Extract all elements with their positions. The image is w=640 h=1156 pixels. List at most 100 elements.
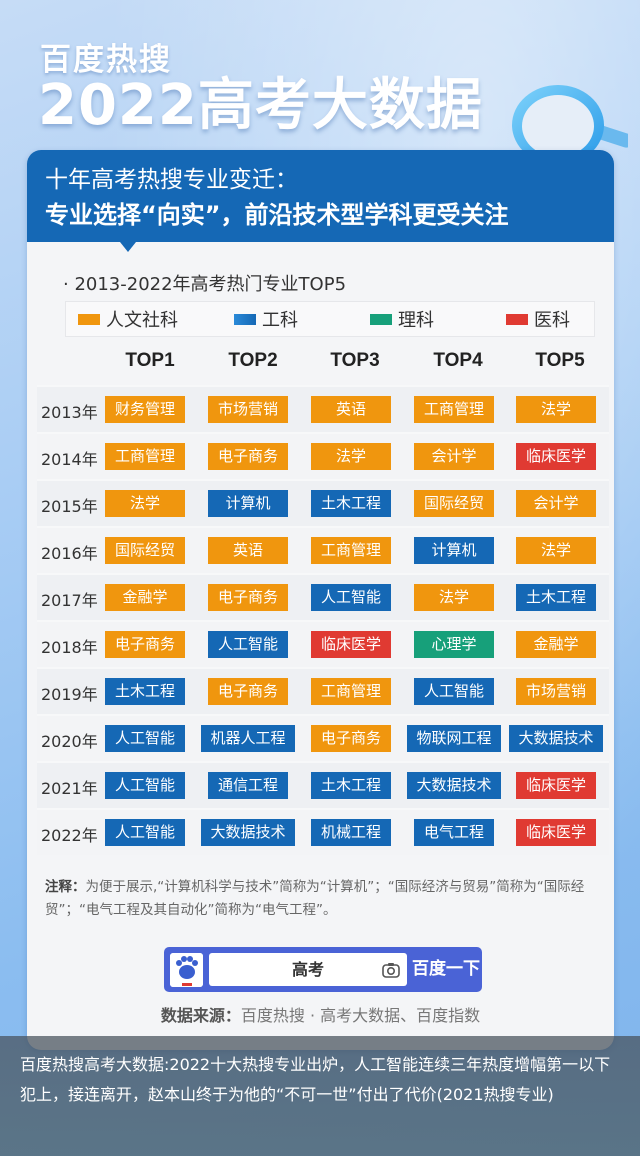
column-header: TOP5	[535, 350, 585, 371]
legend: 人文社科 工科 理科 医科	[65, 301, 595, 337]
footnote: 注释：为便于展示,“计算机科学与技术”简称为“计算机”；“国际经济与贸易”简称为…	[45, 876, 605, 922]
major-tag: 电子商务	[105, 631, 185, 658]
major-tag: 工商管理	[311, 678, 391, 705]
major-tag: 英语	[311, 396, 391, 423]
camera-icon[interactable]	[381, 960, 401, 980]
major-tag: 市场营销	[516, 678, 596, 705]
major-tag: 人工智能	[208, 631, 288, 658]
row-year: 2015年	[41, 497, 98, 516]
row-year: 2017年	[41, 591, 98, 610]
major-tag: 市场营销	[208, 396, 288, 423]
row-year: 2020年	[41, 732, 98, 751]
brand-title: 百度热搜	[40, 42, 172, 78]
legend-item-engineering: 工科	[234, 306, 298, 332]
major-tag: 会计学	[516, 490, 596, 517]
table-row: 2021年 人工智能 通信工程 土木工程 大数据技术 临床医学	[37, 761, 609, 808]
search-input[interactable]: 高考	[209, 953, 407, 986]
legend-item-medicine: 医科	[506, 306, 570, 332]
major-tag: 电气工程	[414, 819, 494, 846]
major-tag: 法学	[516, 396, 596, 423]
card-headline: 专业选择“向实”，前沿技术型学科更受关注	[45, 201, 509, 229]
legend-swatch	[234, 313, 256, 325]
data-source: 数据来源：百度热搜 · 高考大数据、百度指数	[27, 1002, 614, 1026]
major-tag: 计算机	[414, 537, 494, 564]
major-tag: 人工智能	[105, 819, 185, 846]
major-tag: 临床医学	[311, 631, 391, 658]
row-year: 2021年	[41, 779, 98, 798]
major-tag: 机器人工程	[201, 725, 295, 752]
table-row: 2017年 金融学 电子商务 人工智能 法学 土木工程	[37, 573, 609, 620]
major-tag: 电子商务	[208, 678, 288, 705]
table-row: 2016年 国际经贸 英语 工商管理 计算机 法学	[37, 526, 609, 573]
magnifier-icon	[512, 85, 628, 165]
data-source-label: 数据来源：	[160, 1006, 241, 1025]
card-title: 十年高考热搜专业变迁：	[45, 167, 298, 193]
major-tag: 金融学	[105, 584, 185, 611]
caption-overlay	[0, 1036, 640, 1156]
major-tag: 金融学	[516, 631, 596, 658]
column-header: TOP1	[125, 350, 175, 371]
major-tag: 人工智能	[105, 772, 185, 799]
column-header: TOP3	[330, 350, 380, 371]
major-tag: 土木工程	[105, 678, 185, 705]
major-tag: 国际经贸	[414, 490, 494, 517]
row-year: 2019年	[41, 685, 98, 704]
major-tag: 人工智能	[311, 584, 391, 611]
major-tag: 心理学	[414, 631, 494, 658]
major-tag: 人工智能	[414, 678, 494, 705]
major-tag: 机械工程	[311, 819, 391, 846]
table-row: 2014年 工商管理 电子商务 法学 会计学 临床医学	[37, 432, 609, 479]
major-tag: 会计学	[414, 443, 494, 470]
major-tag: 大数据技术	[509, 725, 603, 752]
major-tag: 物联网工程	[407, 725, 501, 752]
major-tag: 临床医学	[516, 443, 596, 470]
legend-label: 工科	[262, 310, 298, 331]
major-tag: 工商管理	[414, 396, 494, 423]
baidu-paw-icon	[170, 953, 203, 987]
table-row: 2015年 法学 计算机 土木工程 国际经贸 会计学	[37, 479, 609, 526]
major-tag: 通信工程	[208, 772, 288, 799]
table-row: 2020年 人工智能 机器人工程 电子商务 物联网工程 大数据技术	[37, 714, 609, 761]
row-year: 2022年	[41, 826, 98, 845]
legend-item-humanities: 人文社科	[78, 306, 178, 332]
major-tag: 土木工程	[516, 584, 596, 611]
top5-table: 2013年 财务管理 市场营销 英语 工商管理 法学 2014年 工商管理 电子商务 法学 会计学临…	[37, 385, 609, 855]
major-tag: 临床医学	[516, 772, 596, 799]
row-year: 2016年	[41, 544, 98, 563]
major-tag: 计算机	[208, 490, 288, 517]
major-tag: 法学	[105, 490, 185, 517]
column-header: TOP2	[228, 350, 278, 371]
major-tag: 电子商务	[311, 725, 391, 752]
data-source-text: 百度热搜 · 高考大数据、百度指数	[240, 1006, 481, 1025]
legend-label: 医科	[534, 310, 570, 331]
major-tag: 法学	[516, 537, 596, 564]
column-header: TOP4	[433, 350, 483, 371]
major-tag: 土木工程	[311, 490, 391, 517]
table-subtitle: · 2013-2022年高考热门专业TOP5	[63, 274, 347, 295]
page-headline: 2022高考大数据	[38, 73, 483, 138]
major-tag: 法学	[311, 443, 391, 470]
major-tag: 人工智能	[105, 725, 185, 752]
row-year: 2014年	[41, 450, 98, 469]
major-tag: 土木工程	[311, 772, 391, 799]
caption-text: 百度热搜高考大数据:2022十大热搜专业出炉，人工智能连续三年热度增幅第一以下犯…	[20, 1055, 611, 1104]
row-year: 2013年	[41, 403, 98, 422]
major-tag: 财务管理	[105, 396, 185, 423]
major-tag: 临床医学	[516, 819, 596, 846]
table-row: 2019年 土木工程 电子商务 工商管理 人工智能 市场营销	[37, 667, 609, 714]
table-row: 2013年 财务管理 市场营销 英语 工商管理 法学	[37, 385, 609, 432]
legend-item-science: 理科	[370, 306, 434, 332]
search-button[interactable]: 百度一下	[412, 959, 480, 979]
major-tag: 电子商务	[208, 584, 288, 611]
column-headers: TOP1 TOP2 TOP3 TOP4 TOP5	[105, 350, 614, 380]
major-tag: 工商管理	[105, 443, 185, 470]
table-row: 2018年 电子商务 人工智能 临床医学 心理学 金融学	[37, 620, 609, 667]
table-row: 2022年 人工智能 大数据技术 机械工程 电气工程 临床医学	[37, 808, 609, 855]
content-card: 十年高考热搜专业变迁： 专业选择“向实”，前沿技术型学科更受关注 · 2013-…	[27, 150, 614, 1050]
row-year: 2018年	[41, 638, 98, 657]
search-query: 高考	[291, 960, 324, 979]
major-tag: 国际经贸	[105, 537, 185, 564]
major-tag: 英语	[208, 537, 288, 564]
major-tag: 电子商务	[208, 443, 288, 470]
search-bar[interactable]: 高考 百度一下	[164, 947, 482, 992]
